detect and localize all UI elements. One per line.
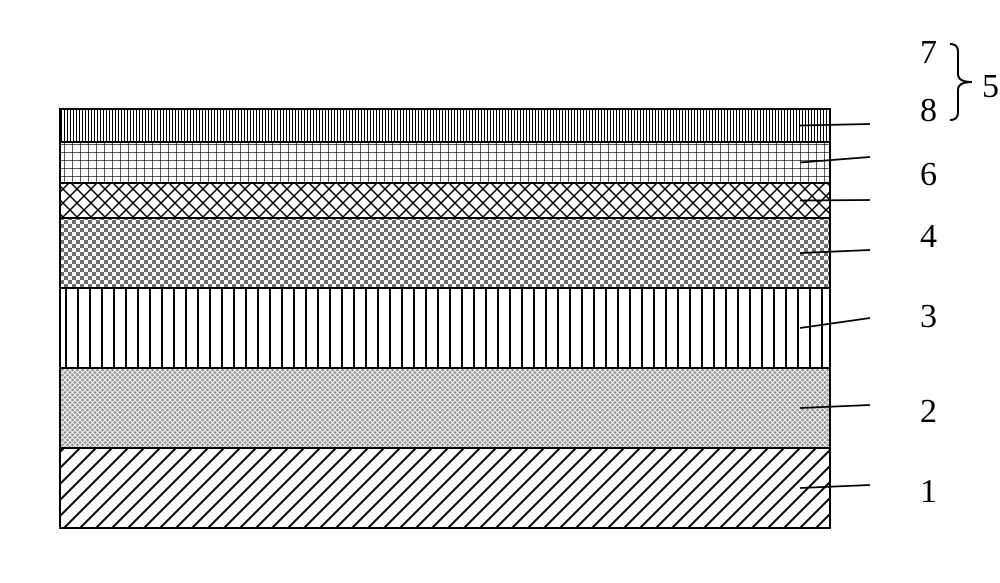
label-4: 4 [920,220,937,254]
label-3: 3 [920,300,937,334]
label-1: 1 [920,475,937,509]
label-8: 8 [920,94,937,128]
layer-stack [60,109,830,528]
label-group-5: 5 [982,70,999,104]
diagram-svg [0,0,1000,583]
label-2: 2 [920,395,937,429]
label-6: 6 [920,158,937,192]
diagram-stage: 1 2 3 4 6 8 7 5 [0,0,1000,583]
group-bracket [950,44,972,120]
label-7: 7 [920,36,937,70]
